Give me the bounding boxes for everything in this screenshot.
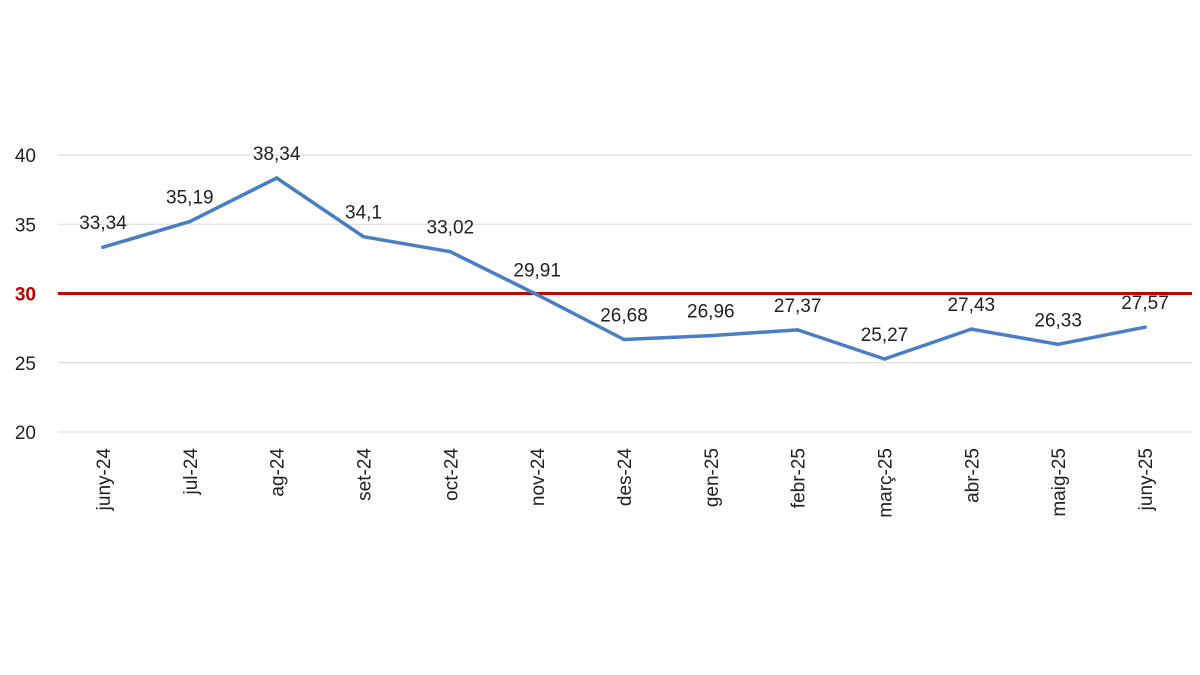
series-line	[101, 176, 1147, 361]
data-label: 34,1	[345, 203, 382, 224]
y-tick-label: 35	[15, 215, 36, 236]
data-label: 26,96	[687, 302, 735, 323]
y-tick-label: 20	[15, 423, 36, 444]
data-label: 33,02	[427, 218, 475, 239]
data-point	[1143, 325, 1147, 329]
x-tick-label: ag-24	[268, 448, 289, 497]
data-label: 25,27	[861, 325, 909, 346]
data-label: 27,57	[1121, 293, 1169, 314]
x-tick-label: oct-24	[441, 448, 462, 501]
x-tick-label: febr-25	[789, 448, 810, 508]
x-tick-label: jul-24	[181, 448, 202, 496]
data-point	[795, 328, 800, 332]
data-point	[1056, 342, 1060, 347]
x-tick-label: maig-25	[1049, 448, 1070, 517]
x-tick-label: juny-24	[94, 448, 115, 512]
data-point	[448, 249, 453, 254]
y-tick-label: 25	[15, 354, 36, 375]
data-point	[274, 176, 279, 180]
data-label: 33,34	[79, 213, 127, 234]
y-axis-ticks: 20 25 30 35 40	[15, 146, 36, 444]
x-axis-ticks: juny-24 jul-24 ag-24 set-24 oct-24 nov-24 des-…	[94, 448, 1157, 518]
data-label: 35,19	[166, 188, 214, 209]
data-point	[969, 327, 974, 331]
data-label: 26,68	[600, 305, 648, 326]
data-point	[361, 234, 366, 239]
data-label: 27,43	[948, 295, 996, 316]
data-point	[535, 292, 539, 297]
data-label: 38,34	[253, 144, 301, 165]
data-label: 27,37	[774, 296, 822, 317]
data-labels: 33,34 35,19 38,34 34,1 33,02 29,91 26,68 26,96 2…	[79, 144, 1169, 346]
x-tick-label: abr-25	[962, 448, 983, 503]
x-tick-label: juny-25	[1136, 448, 1157, 511]
series-group	[101, 176, 1147, 361]
data-point	[622, 337, 626, 342]
data-point	[882, 357, 887, 361]
x-tick-label: nov-24	[528, 448, 549, 507]
reference-tick-label: 30	[15, 285, 36, 306]
x-tick-label: març-25	[876, 448, 897, 518]
y-tick-label: 40	[15, 146, 36, 167]
data-point	[188, 219, 192, 224]
x-tick-label: gen-25	[702, 448, 723, 507]
data-point	[709, 333, 713, 338]
data-point	[101, 245, 105, 250]
x-tick-label: des-24	[615, 448, 636, 507]
data-label: 29,91	[513, 261, 561, 282]
x-tick-label: set-24	[355, 448, 376, 501]
data-label: 26,33	[1034, 310, 1082, 331]
